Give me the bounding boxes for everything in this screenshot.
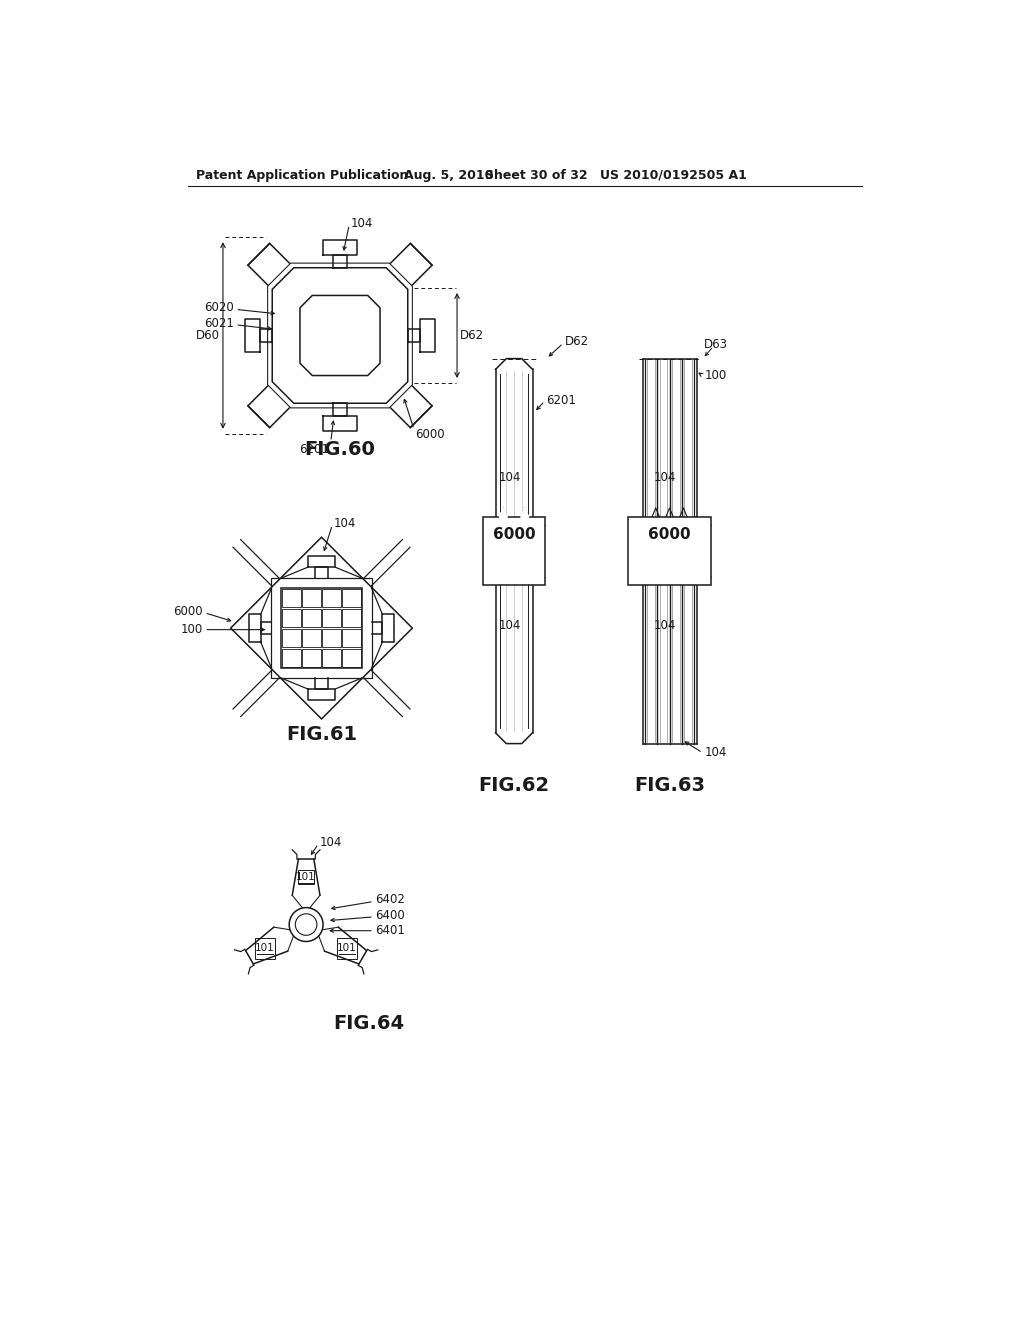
- Text: 6021: 6021: [204, 317, 233, 330]
- Text: 104: 104: [319, 836, 342, 849]
- Text: 104: 104: [499, 471, 520, 483]
- Text: 6000: 6000: [416, 428, 445, 441]
- Text: 104: 104: [499, 619, 520, 631]
- Text: 6000: 6000: [493, 527, 536, 541]
- Text: 100: 100: [705, 370, 726, 381]
- Text: D62: D62: [565, 335, 589, 348]
- Bar: [302, 589, 321, 607]
- Polygon shape: [500, 508, 507, 517]
- Text: Patent Application Publication: Patent Application Publication: [196, 169, 409, 182]
- Text: 104: 104: [705, 746, 727, 759]
- Text: 104: 104: [334, 517, 356, 529]
- Polygon shape: [521, 508, 528, 517]
- Bar: [323, 628, 341, 647]
- Text: FIG.61: FIG.61: [286, 725, 357, 744]
- Bar: [342, 649, 360, 668]
- Bar: [323, 589, 341, 607]
- Text: 101: 101: [337, 944, 357, 953]
- Bar: [283, 649, 301, 668]
- Polygon shape: [500, 508, 507, 517]
- Text: US 2010/0192505 A1: US 2010/0192505 A1: [600, 169, 748, 182]
- Text: D63: D63: [705, 338, 728, 351]
- Text: Sheet 30 of 32: Sheet 30 of 32: [484, 169, 588, 182]
- Text: 6201: 6201: [547, 395, 577, 408]
- Text: 101: 101: [255, 944, 275, 953]
- Text: 6020: 6020: [204, 301, 233, 314]
- Text: 6400: 6400: [376, 908, 406, 921]
- Text: 104: 104: [653, 619, 676, 631]
- Bar: [255, 937, 275, 958]
- Text: 104: 104: [653, 471, 676, 483]
- Bar: [298, 870, 314, 884]
- Bar: [271, 578, 372, 678]
- Bar: [342, 589, 360, 607]
- Bar: [342, 609, 360, 627]
- Text: 6402: 6402: [376, 894, 406, 907]
- Text: FIG.62: FIG.62: [478, 776, 550, 796]
- Text: 6201: 6201: [299, 444, 330, 457]
- Text: 101: 101: [296, 873, 316, 882]
- Bar: [283, 609, 301, 627]
- Bar: [302, 649, 321, 668]
- Text: 6000: 6000: [173, 605, 203, 618]
- Text: 100: 100: [180, 623, 203, 636]
- Text: FIG.64: FIG.64: [334, 1014, 404, 1032]
- Bar: [337, 937, 357, 958]
- Text: Aug. 5, 2010: Aug. 5, 2010: [403, 169, 494, 182]
- Bar: [628, 517, 711, 585]
- Bar: [323, 649, 341, 668]
- Bar: [302, 609, 321, 627]
- Bar: [282, 589, 361, 668]
- Bar: [342, 628, 360, 647]
- Bar: [323, 609, 341, 627]
- Text: FIG.60: FIG.60: [304, 440, 376, 459]
- Text: 104: 104: [351, 216, 373, 230]
- Bar: [283, 628, 301, 647]
- Text: FIG.63: FIG.63: [634, 776, 706, 796]
- Polygon shape: [521, 508, 528, 517]
- Bar: [302, 628, 321, 647]
- Text: 6401: 6401: [376, 924, 406, 937]
- Text: D62: D62: [460, 329, 484, 342]
- Bar: [483, 517, 545, 585]
- Text: D60: D60: [196, 329, 220, 342]
- Text: 6000: 6000: [648, 527, 691, 541]
- Bar: [283, 589, 301, 607]
